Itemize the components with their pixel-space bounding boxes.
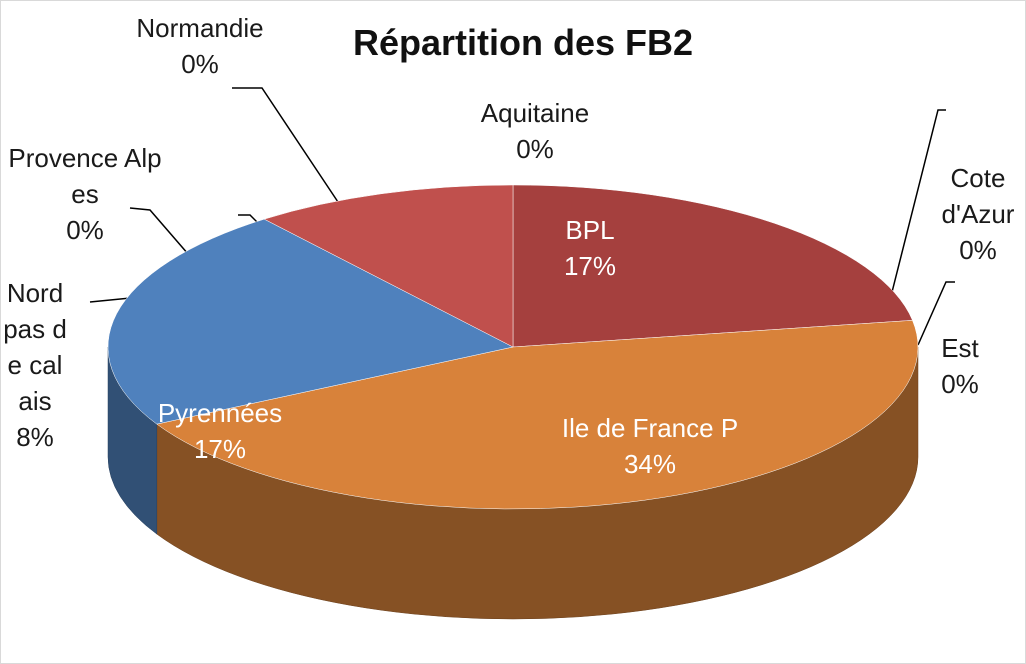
- value-label: 0%: [66, 215, 104, 245]
- pie-slice: [263, 184, 514, 348]
- category-label: Ile de France P: [561, 413, 739, 443]
- value-label: 0%: [959, 235, 997, 265]
- value-label: 0%: [941, 369, 979, 399]
- leader-line: [889, 109, 946, 301]
- data-label: BPL 17%: [525, 212, 655, 284]
- category-label: Provence Alpes: [8, 143, 162, 209]
- data-label: Aquitaine 0%: [440, 95, 630, 167]
- category-label: BPL: [565, 215, 615, 245]
- value-label: 0%: [516, 134, 554, 164]
- data-label: Est 0%: [925, 330, 995, 402]
- pie-slice: [107, 218, 514, 425]
- data-label: Cote d'Azur 0%: [930, 160, 1026, 268]
- leader-line: [232, 87, 341, 206]
- value-label: 0%: [181, 49, 219, 79]
- value-label: 34%: [623, 449, 677, 479]
- value-label: 8%: [16, 422, 54, 452]
- value-label: 17%: [563, 251, 617, 281]
- chart-title: Répartition des FB2: [352, 22, 694, 63]
- value-label: 17%: [193, 434, 247, 464]
- data-label: Ile de France P 34%: [560, 410, 740, 482]
- data-label: Nord pas de calais 8%: [2, 275, 68, 455]
- category-label: Pyrennées: [157, 398, 283, 428]
- data-label: Provence Alpes 0%: [5, 140, 165, 248]
- category-label: Aquitaine: [480, 98, 590, 128]
- data-label: Pyrennées 17%: [120, 395, 320, 467]
- pie-slice: [512, 184, 913, 348]
- category-label: Nord pas de calais: [3, 278, 67, 416]
- category-label: Normandie: [136, 13, 264, 43]
- leader-line: [129, 207, 196, 263]
- category-label: Est: [941, 333, 979, 363]
- leader-line: [917, 281, 955, 346]
- data-label: Normandie 0%: [110, 10, 290, 82]
- category-label: Cote d'Azur: [941, 163, 1015, 229]
- pie-slice: [156, 320, 919, 510]
